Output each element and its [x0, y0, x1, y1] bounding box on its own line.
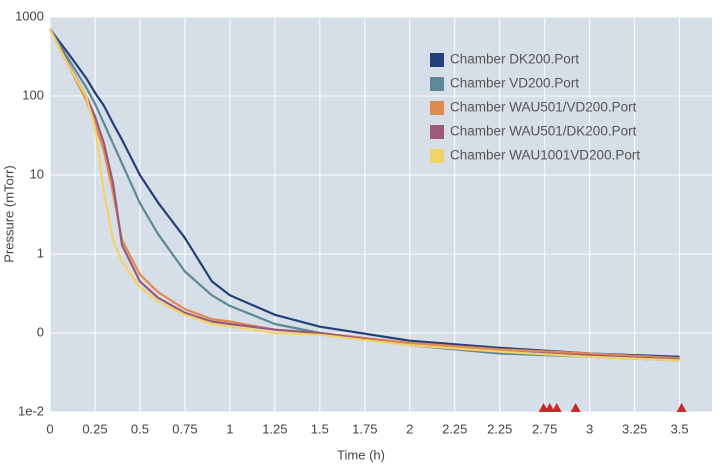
x-tick-label: 1.25	[262, 421, 287, 436]
x-tick-label: 3	[586, 421, 593, 436]
series-line	[49, 28, 680, 358]
x-tick-label: 0.75	[172, 421, 197, 436]
x-tick-label: 2	[406, 421, 413, 436]
x-tick-label: 1	[226, 421, 233, 436]
legend-item: Chamber WAU1001VD200.Port	[430, 148, 640, 163]
x-tick-label: 3.25	[622, 421, 647, 436]
event-marker	[676, 403, 687, 412]
x-tick-label: 2.25	[487, 421, 512, 436]
y-tick-label: 1e-2	[18, 403, 44, 418]
legend-text: Chamber DK200.Port	[450, 52, 579, 67]
legend-item: Chamber WAU501/DK200.Port	[430, 124, 637, 139]
y-tick-label: 0	[37, 324, 44, 339]
x-tick-label: 1.5	[311, 421, 329, 436]
y-tick-label: 1000	[15, 8, 44, 23]
series-line	[49, 28, 680, 362]
y-axis-label: Pressure (mTorr)	[1, 165, 16, 263]
x-tick-label: 0	[46, 421, 53, 436]
x-tick-label: 2.75	[532, 421, 557, 436]
legend-item: Chamber DK200.Port	[430, 52, 579, 67]
event-marker	[551, 403, 562, 412]
legend-swatch	[430, 125, 444, 139]
legend-text: Chamber WAU501/VD200.Port	[450, 100, 637, 115]
x-tick-label: 2.25	[442, 421, 467, 436]
x-tick-label: 0.5	[131, 421, 149, 436]
x-axis-label: Time (h)	[337, 447, 385, 462]
legend-text: Chamber VD200.Port	[450, 76, 579, 91]
y-tick-label: 10	[30, 166, 44, 181]
legend-item: Chamber WAU501/VD200.Port	[430, 100, 637, 115]
legend-swatch	[430, 53, 444, 67]
legend-swatch	[430, 149, 444, 163]
y-tick-label: 1	[37, 245, 44, 260]
y-tick-label: 100	[22, 87, 44, 102]
legend-text: Chamber WAU1001VD200.Port	[450, 148, 640, 163]
legend-swatch	[430, 101, 444, 115]
event-marker	[544, 403, 555, 412]
legend-item: Chamber VD200.Port	[430, 76, 579, 91]
legend-text: Chamber WAU501/DK200.Port	[450, 124, 637, 139]
legend-swatch	[430, 77, 444, 91]
x-tick-label: 0.25	[82, 421, 107, 436]
x-tick-label: 3.5	[671, 421, 689, 436]
event-marker	[570, 403, 581, 412]
plot-area	[50, 17, 712, 412]
x-tick-label: 1.75	[352, 421, 377, 436]
